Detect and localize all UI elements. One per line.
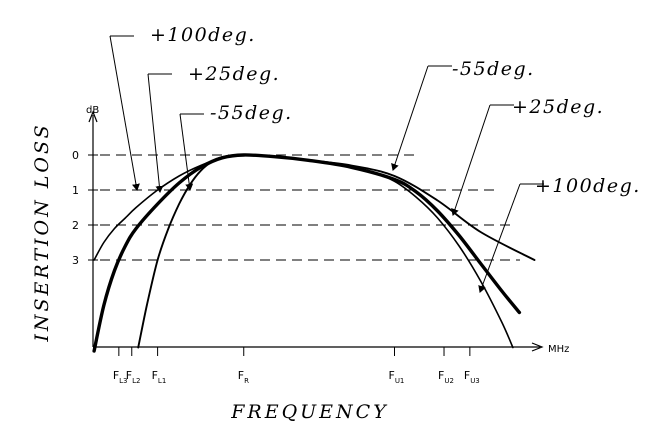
y-tick-label: 1: [72, 184, 79, 197]
annotation-100deg-upper: +100deg.: [478, 175, 641, 293]
y-tick-label: 3: [72, 254, 79, 267]
annotation-label: +25deg.: [512, 96, 604, 118]
series-line-25deg: [92, 153, 522, 353]
x-tick-label: FU2: [438, 369, 454, 385]
x-axis-title: FREQUENCY: [230, 401, 389, 423]
annotation-label: +25deg.: [188, 63, 280, 85]
x-tick-label: FL3: [113, 369, 128, 385]
x-tick-label: FU3: [464, 369, 480, 385]
annotation-leader: [109, 35, 140, 191]
x-tick-label: FR: [238, 369, 249, 385]
annotation-25deg-lower: +25deg.: [147, 63, 280, 193]
x-unit-label: MHz: [548, 344, 569, 355]
x-tick-label: FU1: [388, 369, 404, 385]
annotation-55deg-lower: -55deg.: [179, 102, 293, 191]
annotation-label: -55deg.: [210, 102, 293, 124]
annotation-100deg-lower: +100deg.: [109, 24, 256, 191]
x-tick-label: FL1: [152, 369, 167, 385]
annotation-leader: [451, 104, 491, 216]
y-ticks: 0 1 2 3: [72, 149, 98, 267]
annotation-group: +100deg. +25deg. -55deg. -55deg. +25deg. +100…: [109, 24, 641, 293]
y-tick-label: 0: [72, 149, 79, 162]
y-tick-label: 2: [72, 219, 79, 232]
annotation-55deg-upper: -55deg.: [391, 58, 535, 171]
y-unit-label: dB: [86, 105, 99, 116]
annotation-25deg-upper: +25deg.: [451, 96, 604, 216]
y-axis-arrow: [88, 110, 98, 123]
annotation-leader: [179, 113, 194, 191]
x-tick-label: FL2: [126, 369, 141, 385]
series-line-100deg: [93, 154, 514, 349]
annotation-label: -55deg.: [452, 58, 535, 80]
annotation-label: +100deg.: [535, 175, 641, 197]
series-line-55deg: [137, 154, 536, 349]
annotation-label: +100deg.: [150, 24, 256, 46]
axes: [88, 110, 544, 352]
annotation-leader: [147, 73, 164, 193]
annotation-leader: [478, 183, 521, 293]
series-group: [92, 153, 536, 353]
y-axis-title: INSERTION LOSS: [31, 122, 53, 342]
annotation-leader: [391, 65, 429, 171]
x-axis-arrow: [531, 342, 544, 352]
